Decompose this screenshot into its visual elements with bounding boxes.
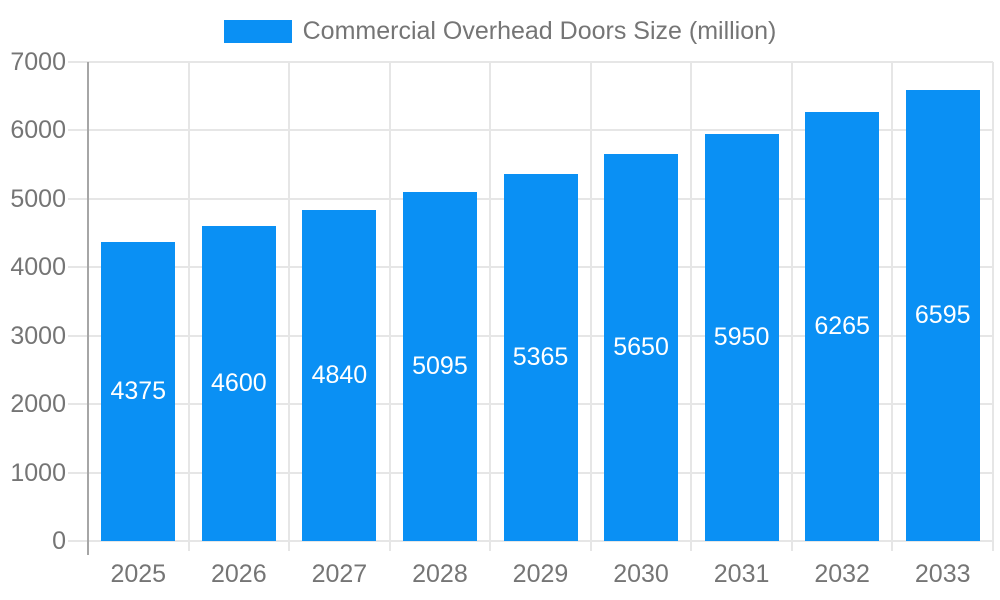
x-tick-label: 2026 [211, 560, 267, 588]
bar[interactable]: 5950 [704, 133, 779, 541]
y-tick-label: 3000 [10, 321, 66, 350]
bar-value-label: 4840 [311, 360, 368, 389]
bar-value-label: 6265 [814, 312, 870, 341]
y-tick-label: 2000 [10, 390, 66, 419]
bar[interactable]: 4600 [201, 226, 276, 541]
y-tick-label: 4000 [10, 253, 66, 282]
bar-value-label: 5365 [512, 342, 569, 371]
y-tick-label: 5000 [10, 184, 66, 213]
gridline-h [68, 61, 993, 63]
gridline-v [992, 62, 994, 551]
bar[interactable]: 6265 [805, 112, 880, 541]
gridline-v [288, 62, 291, 551]
bar-value-label: 4375 [110, 376, 167, 405]
x-tick-label: 2032 [814, 560, 870, 588]
bar[interactable]: 5650 [604, 154, 679, 541]
gridline-v [589, 62, 592, 551]
gridline-v [690, 62, 693, 551]
x-tick-label: 2027 [311, 560, 368, 588]
x-tick-label: 2031 [713, 560, 770, 588]
bar[interactable]: 5095 [402, 192, 477, 541]
y-tick-label: 1000 [10, 458, 66, 487]
bar[interactable]: 5365 [503, 173, 578, 541]
x-tick-label: 2033 [914, 560, 971, 588]
chart-legend[interactable]: Commercial Overhead Doors Size (million) [0, 18, 1000, 45]
gridline-v [790, 62, 793, 551]
bar-value-label: 4600 [211, 369, 267, 398]
bar-value-label: 5650 [613, 333, 669, 362]
x-tick-label: 2029 [512, 560, 569, 588]
y-tick-label: 7000 [10, 48, 66, 76]
x-tick-label: 2030 [613, 560, 669, 588]
y-tick-label: 0 [52, 527, 66, 555]
gridline-v [187, 62, 190, 551]
x-tick-label: 2025 [110, 560, 167, 588]
gridline-h [68, 540, 993, 542]
y-tick-label: 6000 [10, 116, 66, 145]
y-axis-line [87, 62, 89, 555]
legend-label: Commercial Overhead Doors Size (million) [302, 17, 777, 45]
gridline-v [489, 62, 492, 551]
bar[interactable]: 6595 [905, 89, 980, 541]
bar[interactable]: 4840 [302, 209, 377, 541]
x-tick-label: 2028 [412, 560, 468, 588]
bar-value-label: 5950 [713, 322, 770, 351]
bar-value-label: 6595 [914, 300, 971, 329]
bar[interactable]: 4375 [101, 241, 176, 541]
gridline-v [388, 62, 391, 551]
gridline-h [68, 129, 993, 132]
gridline-v [891, 62, 894, 551]
legend-swatch-icon [223, 20, 292, 43]
bar-value-label: 5095 [412, 352, 468, 381]
